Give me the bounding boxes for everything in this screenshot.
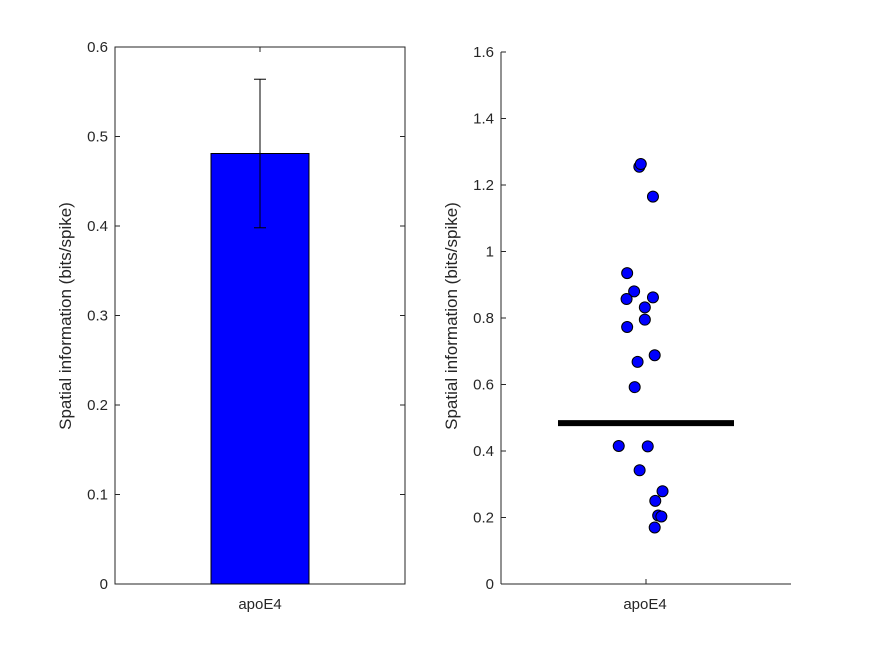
scatter-y-tick-label: 0.2 bbox=[473, 510, 494, 527]
scatter-y-tick-label: 1.6 bbox=[473, 44, 494, 61]
data-point bbox=[649, 494, 662, 507]
data-point bbox=[628, 381, 641, 394]
bar-chart-panel: 0 0.1 0.2 0.3 0.4 0.5 0.6 Spatial information … bbox=[56, 39, 406, 613]
bar-x-tick-label: apoE4 bbox=[238, 596, 281, 613]
data-point bbox=[612, 440, 625, 453]
bar-y-tick-label: 0.2 bbox=[87, 397, 108, 414]
data-point bbox=[621, 267, 634, 280]
bar-y-tick-label: 0.5 bbox=[87, 129, 108, 146]
data-point bbox=[621, 320, 634, 333]
scatter-x-tick-label: apoE4 bbox=[623, 596, 666, 613]
data-point bbox=[656, 485, 669, 498]
bar-y-tick-label: 0 bbox=[100, 576, 108, 593]
bar-plot-area: 0 0.1 0.2 0.3 0.4 0.5 0.6 bbox=[87, 39, 406, 593]
scatter-y-tick-label: 0 bbox=[486, 576, 494, 593]
data-point bbox=[641, 440, 654, 453]
data-point bbox=[655, 510, 668, 523]
data-point bbox=[620, 293, 633, 306]
scatter-y-tick-label: 0.4 bbox=[473, 443, 494, 460]
data-point bbox=[638, 301, 651, 314]
scatter-y-tick-label: 1.2 bbox=[473, 177, 494, 194]
data-point bbox=[646, 291, 659, 304]
scatter-y-tick-label: 0.6 bbox=[473, 377, 494, 394]
scatter-y-tick-label: 1 bbox=[486, 244, 494, 261]
bar-y-tick-label: 0.1 bbox=[87, 487, 108, 504]
data-point bbox=[634, 158, 647, 171]
bar-y-axis-label: Spatial information (bits/spike) bbox=[56, 202, 75, 430]
data-point bbox=[646, 190, 659, 203]
data-point bbox=[633, 464, 646, 477]
data-point bbox=[648, 521, 661, 534]
data-point bbox=[648, 349, 661, 362]
bar-y-tick-label: 0.4 bbox=[87, 218, 108, 235]
data-point bbox=[638, 313, 651, 326]
bar-y-tick-label: 0.3 bbox=[87, 308, 108, 325]
scatter-y-axis-label: Spatial information (bits/spike) bbox=[442, 202, 461, 430]
scatter-y-tick-label: 0.8 bbox=[473, 310, 494, 327]
scatter-plot-area: 0 0.2 0.4 0.6 0.8 1 1.2 1.4 1.6 bbox=[473, 44, 791, 593]
data-point bbox=[631, 355, 644, 368]
bar-y-tick-label: 0.6 bbox=[87, 39, 108, 56]
data-point bbox=[628, 285, 641, 298]
scatter-chart-panel: 0 0.2 0.4 0.6 0.8 1 1.2 1.4 1.6 Spatial informat… bbox=[442, 44, 791, 613]
scatter-y-tick-label: 1.4 bbox=[473, 111, 494, 128]
